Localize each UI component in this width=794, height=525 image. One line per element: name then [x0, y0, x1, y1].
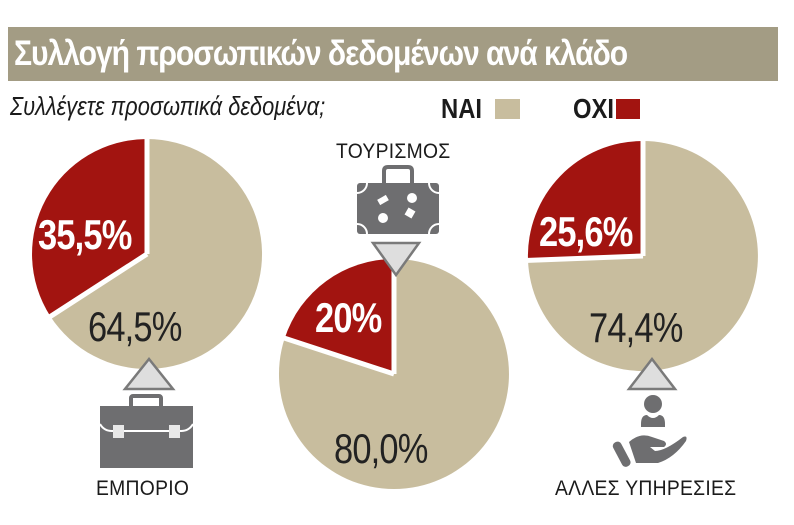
pie-alles-yes-slice: [528, 141, 758, 371]
pie-alles-no-slice: [527, 140, 643, 261]
category-label-alles: ΑΛΛΕΣ ΥΠΗΡΕΣΙΕΣ: [555, 477, 737, 500]
pie-emporio: [32, 136, 263, 369]
legend-swatch-yes: [495, 99, 520, 119]
title-bar: Συλλογή προσωπικών δεδομένων ανά κλάδο: [8, 27, 778, 81]
pct-tourismos-yes: 80,0%: [334, 425, 428, 472]
chart-title: Συλλογή προσωπικών δεδομένων ανά κλάδο: [14, 34, 628, 73]
pie-tourismos: [278, 256, 509, 489]
pointer-tourismos: [370, 241, 422, 278]
legend-label-no: ΟΧΙ: [573, 93, 614, 124]
pointer-alles: [626, 356, 678, 391]
pct-emporio-no: 35,5%: [38, 211, 132, 258]
pointer-emporio: [122, 356, 176, 391]
pct-alles-no: 25,6%: [539, 208, 633, 255]
briefcase-icon: [99, 394, 194, 468]
legend-item-yes: ΝΑΙ: [441, 92, 520, 126]
category-label-emporio: ΕΜΠΟΡΙΟ: [96, 477, 190, 500]
pct-tourismos-no: 20%: [315, 294, 382, 341]
pct-alles-yes: 74,4%: [589, 304, 683, 351]
pie-emporio-yes-slice: [50, 139, 263, 369]
legend-label-yes: ΝΑΙ: [441, 93, 482, 124]
legend-item-no: ΟΧΙ: [573, 92, 640, 126]
pie-alles-ypiresies: [524, 138, 758, 371]
category-label-tourismos: ΤΟΥΡΙΣΜΟΣ: [336, 140, 451, 163]
legend-swatch-no: [616, 99, 640, 119]
question-label: Συλλέγετε προσωπικά δεδομένα;: [10, 91, 326, 121]
suitcase-icon: [356, 165, 440, 235]
caring-hand-person-icon: [612, 395, 687, 467]
pct-emporio-yes: 64,5%: [88, 303, 182, 350]
